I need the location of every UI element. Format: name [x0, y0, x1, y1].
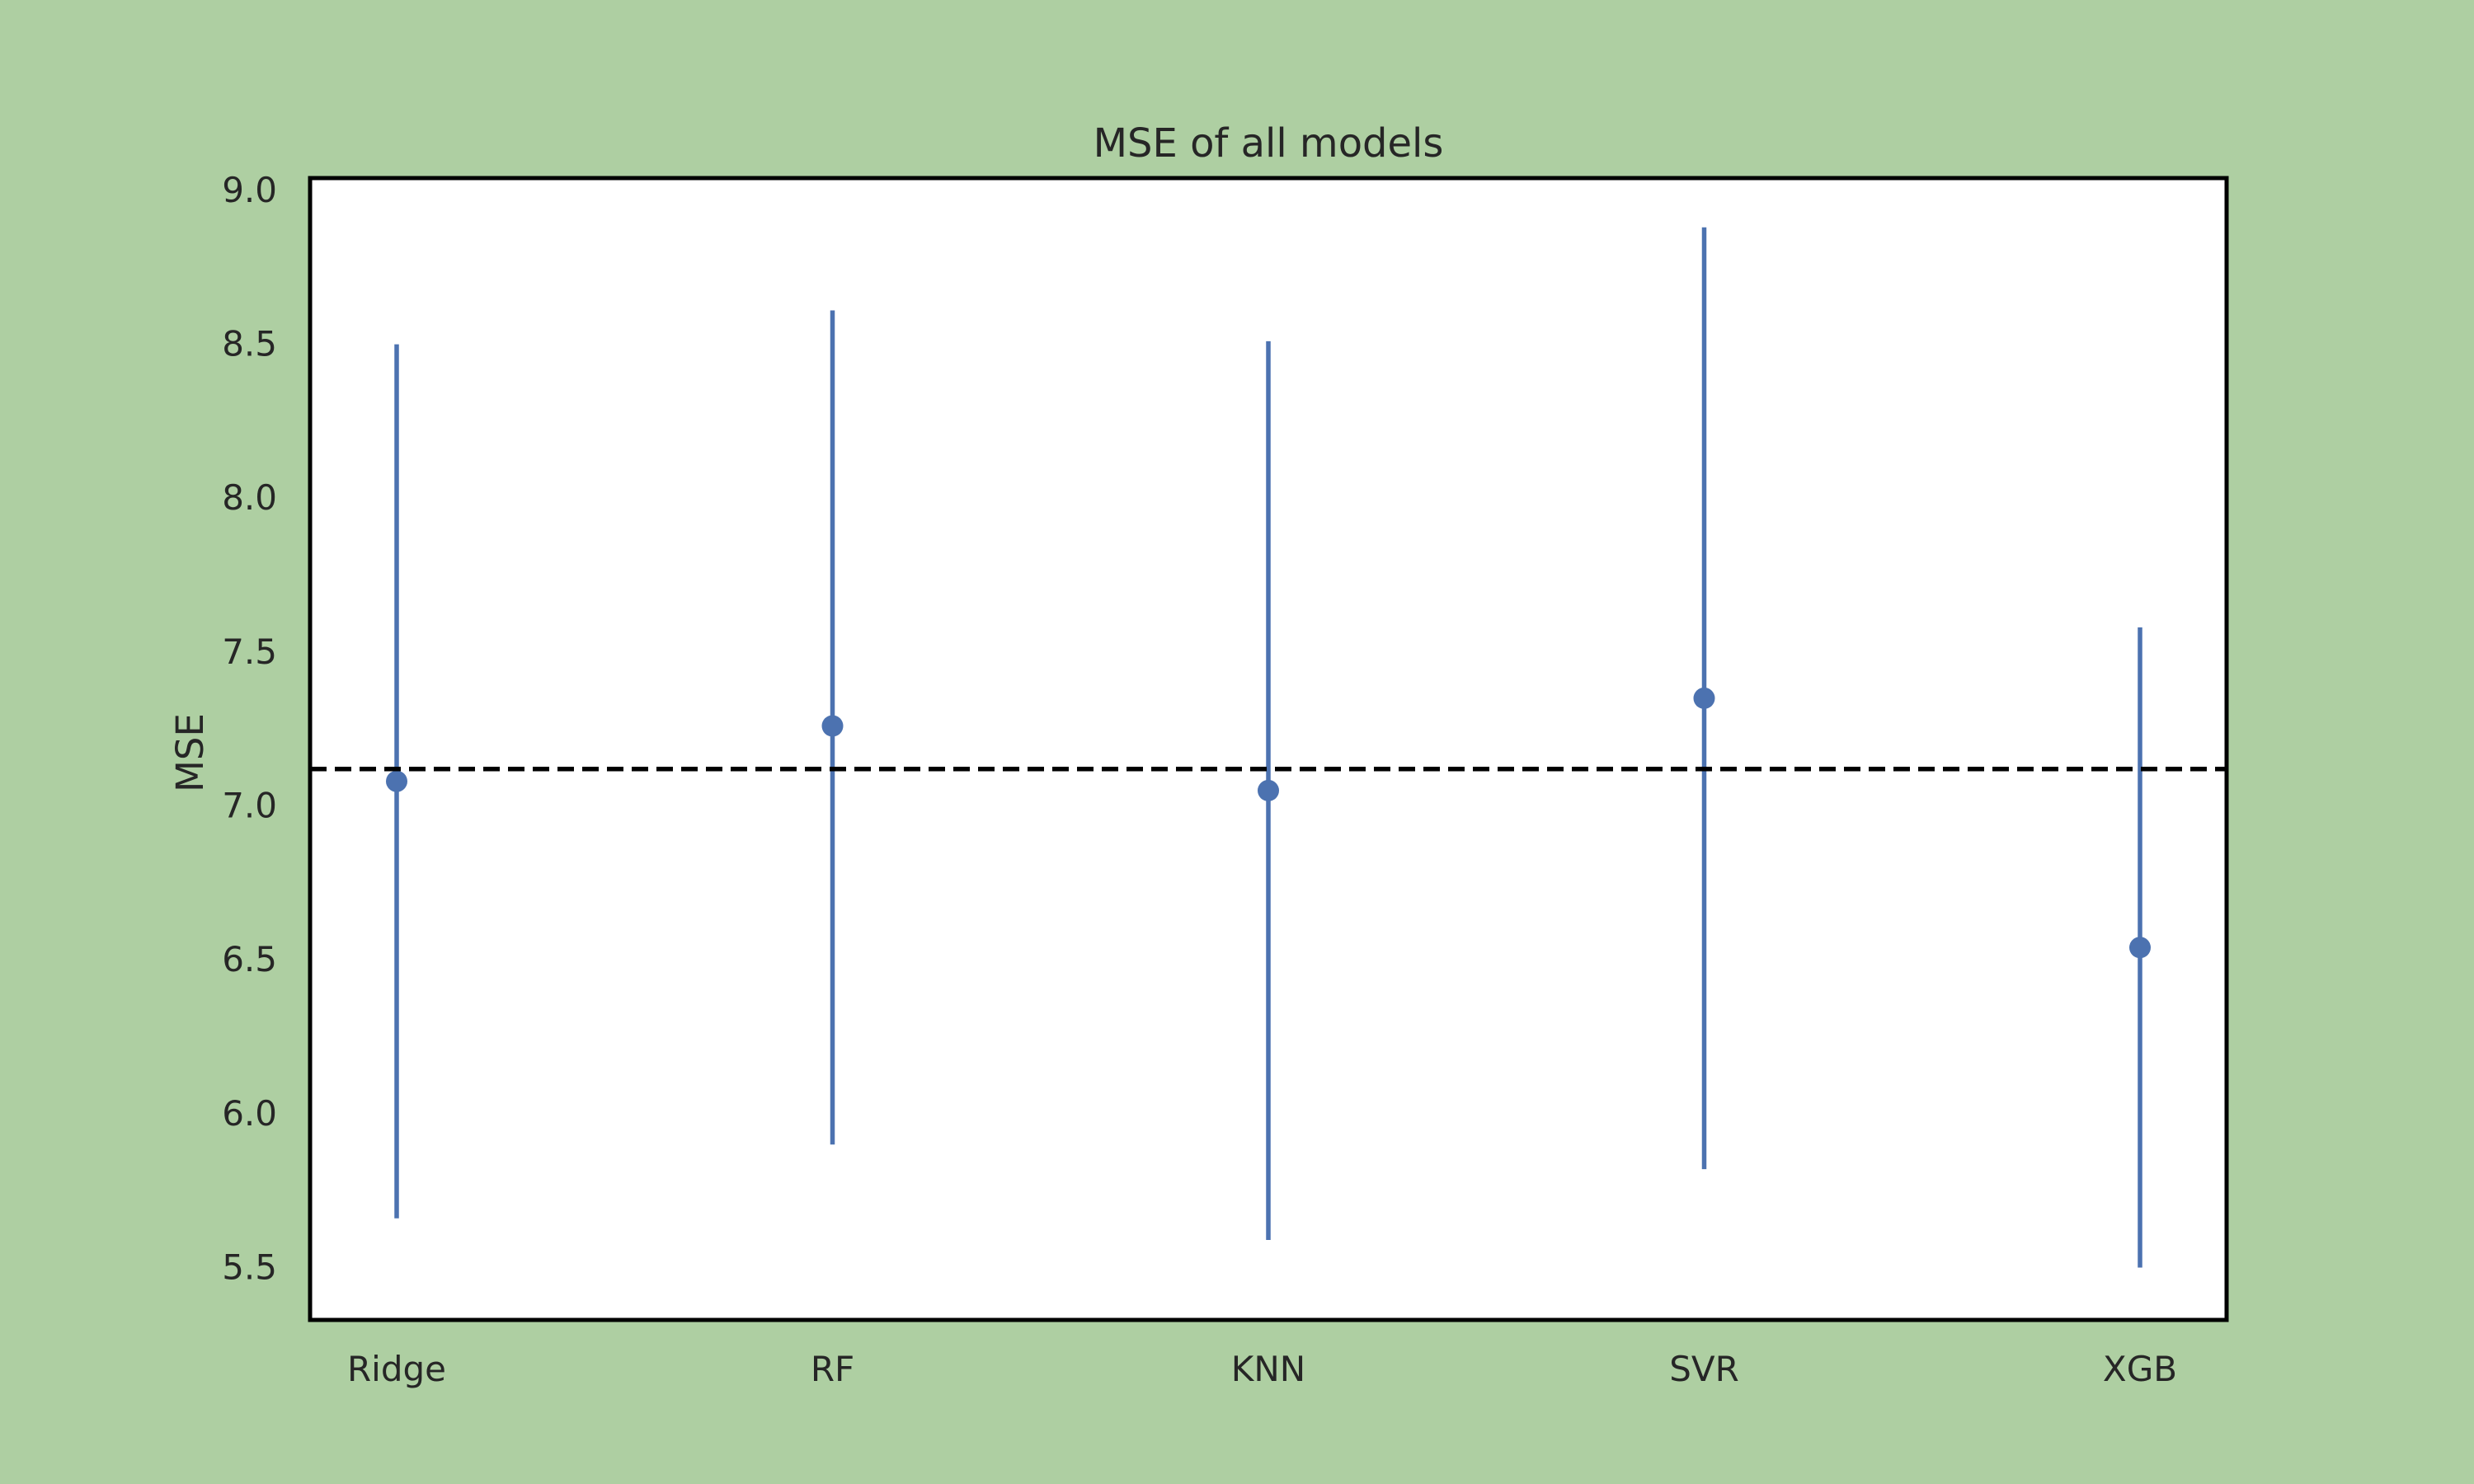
data-points — [386, 687, 2151, 959]
y-tick-label: 6.0 — [222, 1093, 277, 1134]
plot-frame — [308, 176, 2229, 1322]
y-tick-label: 7.5 — [222, 632, 277, 672]
data-point-svr — [1693, 687, 1715, 709]
x-axis-ticks: Ridge RF KNN SVR XGB — [347, 1349, 2177, 1389]
y-tick-label: 5.5 — [222, 1247, 277, 1288]
data-point-knn — [1258, 779, 1279, 801]
y-tick-label: 8.0 — [222, 477, 277, 518]
y-axis-label: MSE — [168, 713, 212, 792]
data-point-ridge — [386, 770, 407, 792]
x-tick-label: RF — [811, 1349, 854, 1389]
x-tick-label: Ridge — [347, 1349, 446, 1389]
y-tick-label: 7.0 — [222, 786, 277, 826]
y-axis-ticks: 5.5 6.0 6.5 7.0 7.5 8.0 8.5 9.0 — [222, 170, 277, 1288]
y-tick-label: 9.0 — [222, 170, 277, 210]
x-tick-label: KNN — [1231, 1349, 1305, 1389]
y-tick-label: 6.5 — [222, 939, 277, 979]
y-tick-label: 8.5 — [222, 324, 277, 364]
x-tick-label: SVR — [1669, 1349, 1739, 1389]
x-tick-label: XGB — [2103, 1349, 2177, 1389]
data-point-xgb — [2129, 937, 2151, 959]
data-point-rf — [821, 715, 844, 737]
chart-title: MSE of all models — [1094, 120, 1444, 167]
